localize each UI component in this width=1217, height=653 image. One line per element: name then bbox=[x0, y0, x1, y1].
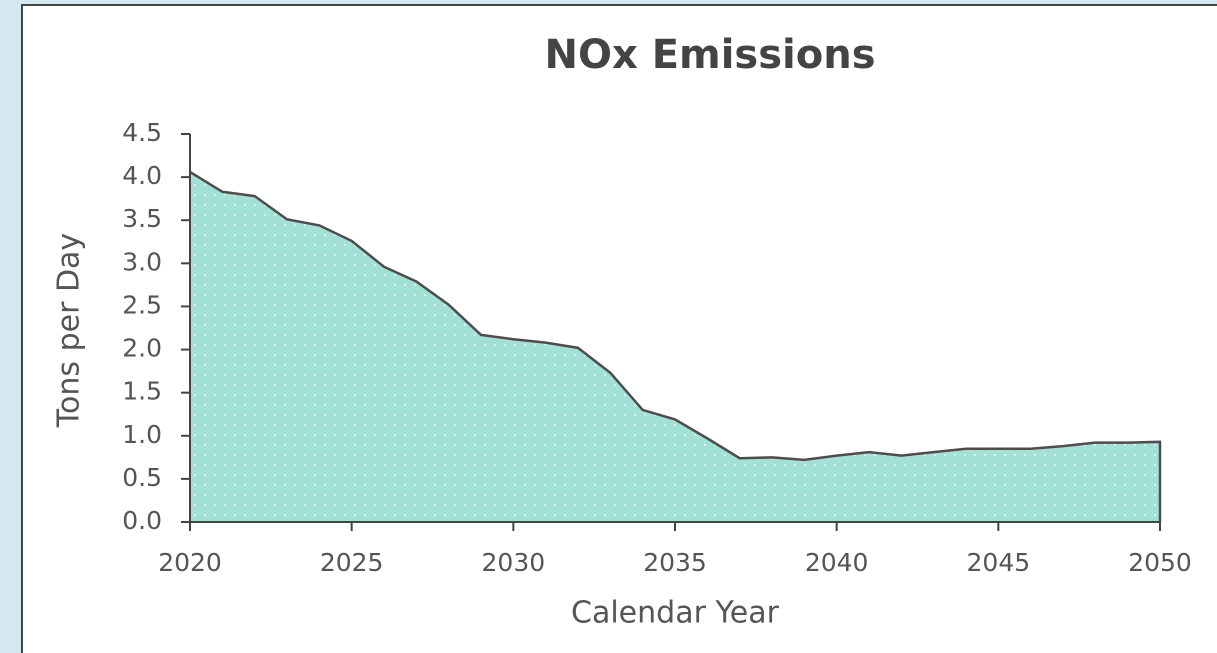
x-tick-label: 2050 bbox=[1128, 548, 1192, 577]
x-tick-label: 2025 bbox=[320, 548, 384, 577]
y-tick-label: 1.5 bbox=[122, 377, 162, 406]
y-axis-label: Tons per Day bbox=[52, 233, 87, 428]
y-tick-label: 2.5 bbox=[122, 290, 162, 319]
area-pattern bbox=[190, 171, 1160, 522]
y-tick-label: 4.0 bbox=[122, 161, 162, 190]
x-tick-label: 2020 bbox=[158, 548, 222, 577]
x-axis-label: Calendar Year bbox=[571, 596, 780, 631]
x-tick-label: 2045 bbox=[967, 548, 1031, 577]
area-line bbox=[189, 170, 1162, 522]
y-tick-label: 4.5 bbox=[122, 118, 162, 147]
y-tick-label: 2.0 bbox=[122, 334, 162, 363]
x-tick-label: 2030 bbox=[482, 548, 546, 577]
y-tick-label: 3.5 bbox=[122, 204, 162, 233]
y-tick-label: 0.0 bbox=[122, 506, 162, 535]
chart-title: NOx Emissions bbox=[544, 32, 875, 78]
y-tick-label: 1.0 bbox=[122, 420, 162, 449]
y-tick-label: 3.0 bbox=[122, 247, 162, 276]
x-tick-label: 2040 bbox=[805, 548, 869, 577]
x-tick-label: 2035 bbox=[643, 548, 707, 577]
y-tick-label: 0.5 bbox=[122, 463, 162, 492]
